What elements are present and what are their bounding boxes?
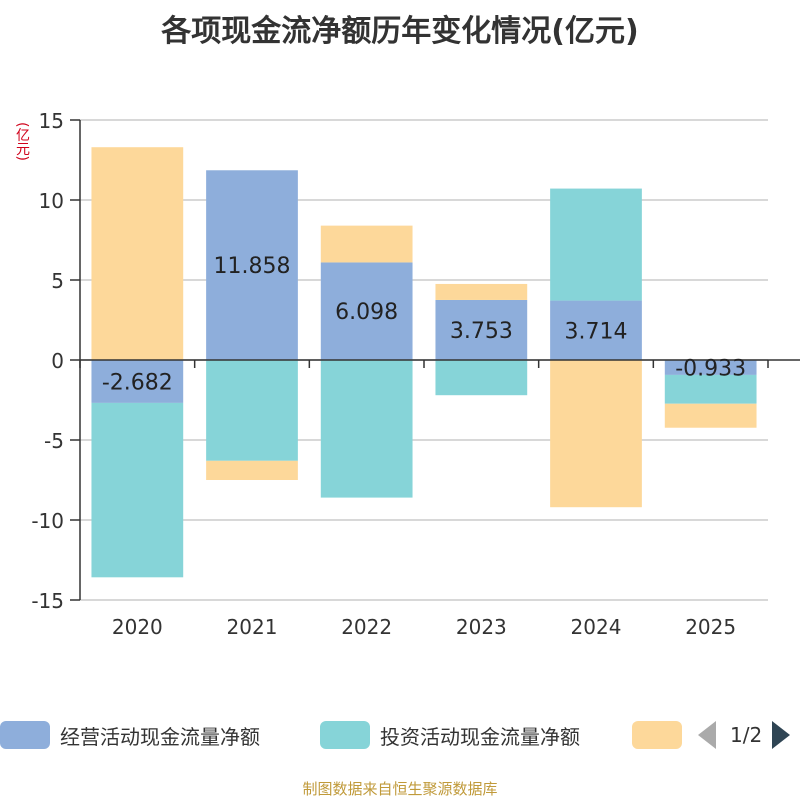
legend-label-investing: 投资活动现金流量净额 [380,724,580,749]
bar-2020-series-2[interactable] [91,147,184,360]
bar-2021-series-1[interactable] [206,360,298,461]
x-tick-label: 2021 [227,615,278,639]
x-tick-label: 2020 [112,615,163,639]
y-tick-label: 15 [39,109,64,133]
bar-2020-series-0[interactable] [91,360,184,403]
data-label-2022: 6.098 [335,300,398,325]
bar-2020-series-1[interactable] [91,402,184,578]
bar-2023-series-0[interactable] [435,299,528,360]
data-label-2023: 3.753 [450,319,513,344]
bar-2025-series-0[interactable] [664,360,757,375]
bar-chart: 15 10 5 0 -5 -10 -15 2020 2021 2022 2023 2024 2025 -… [31,109,800,639]
x-tick-label: 2022 [341,615,392,639]
y-tick-label: 0 [51,349,64,373]
axes: 15 10 5 0 -5 -10 -15 2020 2021 2022 2023 2024 2025 [31,109,800,639]
data-label-2024: 3.714 [565,319,628,344]
bar-2023-series-1[interactable] [435,360,528,396]
bar-2022-series-1[interactable] [320,360,413,498]
bar-2022-series-2[interactable] [320,225,413,263]
data-label-2021: 11.858 [214,254,291,279]
bar-2023-series-2[interactable] [435,283,528,300]
data-labels: -2.682 11.858 6.098 3.753 3.714 -0.933 [102,254,746,395]
bar-2021-series-0[interactable] [206,170,298,360]
y-tick-label: -15 [31,589,64,613]
y-tick-label: -5 [44,429,64,453]
y-axis-unit: (亿元) [14,122,30,161]
legend-pager: 1/2 [698,715,791,755]
data-label-2025: -0.933 [675,356,746,381]
y-tick-label: 10 [39,189,64,213]
bar-2025-series-2[interactable] [664,403,757,428]
bars [91,147,757,578]
legend-swatch-operating [0,721,50,749]
legend-item-operating[interactable]: 经营活动现金流量净额 [0,715,260,755]
data-label-2020: -2.682 [102,370,173,395]
legend-item-investing[interactable]: 投资活动现金流量净额 [320,715,580,755]
x-tick-label: 2025 [685,615,736,639]
x-tick-label: 2023 [456,615,507,639]
x-tick-label: 2024 [571,615,622,639]
bar-2024-series-2[interactable] [550,360,642,508]
legend-label-operating: 经营活动现金流量净额 [60,724,260,749]
legend-next-arrow-icon[interactable] [772,721,791,749]
legend-swatch-financing [632,721,682,749]
bar-2025-series-1[interactable] [664,374,757,404]
legend-prev-arrow-icon[interactable] [698,721,716,749]
legend-item-financing[interactable] [632,715,682,755]
data-source-note: 制图数据来自恒生聚源数据库 [302,780,498,798]
y-tick-label: -10 [31,509,64,533]
bar-2022-series-0[interactable] [320,262,413,360]
chart-title: 各项现金流净额历年变化情况(亿元) [161,14,639,49]
bar-2024-series-0[interactable] [550,300,642,360]
bar-2021-series-2[interactable] [206,460,298,480]
legend-swatch-investing [320,721,370,749]
legend-page-indicator: 1/2 [730,723,763,747]
bar-2024-series-1[interactable] [550,188,642,301]
legend: 经营活动现金流量净额 投资活动现金流量净额 1/2 [0,715,800,755]
y-tick-label: 5 [51,269,64,293]
